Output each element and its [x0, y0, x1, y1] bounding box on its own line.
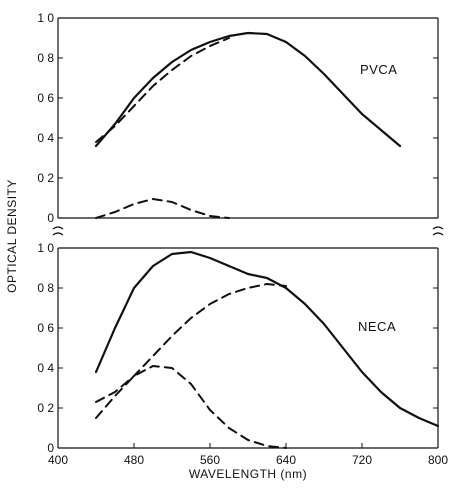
panel-0-ytick-label: 0 8 — [37, 51, 54, 65]
axis-break-mark — [52, 226, 64, 230]
y-axis-title: OPTICAL DENSITY — [5, 179, 19, 293]
panel-1-xtick-label: 800 — [428, 453, 448, 467]
panel-1-xtick-label: 480 — [124, 453, 144, 467]
panel-0-ytick-label: 1 0 — [37, 11, 54, 25]
panel-0-series-1-line — [95, 37, 230, 143]
panel-1-ytick-label: 1 0 — [37, 241, 54, 255]
panel-1-xtick-label: 640 — [276, 453, 296, 467]
panel-0-series-0-line — [94, 31, 402, 148]
panel-0-series-2-line — [95, 198, 230, 219]
panel-0-ytick-label: 0 6 — [37, 91, 54, 105]
panel-1-ytick-label: 0 4 — [37, 361, 54, 375]
panel-1-ytick-label: 0 6 — [37, 321, 54, 335]
panel-1-ytick-label: 0 8 — [37, 281, 54, 295]
panel-0-ytick-label: 0 — [47, 211, 54, 225]
panel-1-xtick-label: 560 — [200, 453, 220, 467]
panel-1-xtick-label: 720 — [352, 453, 372, 467]
panel-1-xtick-label: 400 — [48, 453, 68, 467]
axis-break-mark — [52, 232, 64, 236]
panel-1-series-0-line — [94, 250, 440, 428]
x-axis-title: WAVELENGTH (nm) — [189, 467, 307, 481]
axis-break-mark — [432, 226, 444, 230]
panel-0-ytick-label: 0 4 — [37, 131, 54, 145]
panel-1-series-2-line — [95, 365, 287, 449]
panel-1-ytick-label: 0 — [47, 441, 54, 455]
axis-break-mark — [432, 232, 444, 236]
panel-1-label: NECA — [358, 319, 396, 334]
panel-0-label: PVCA — [360, 62, 397, 77]
panel-0-ytick-label: 0 2 — [37, 171, 54, 185]
panel-1-ytick-label: 0 2 — [37, 401, 54, 415]
